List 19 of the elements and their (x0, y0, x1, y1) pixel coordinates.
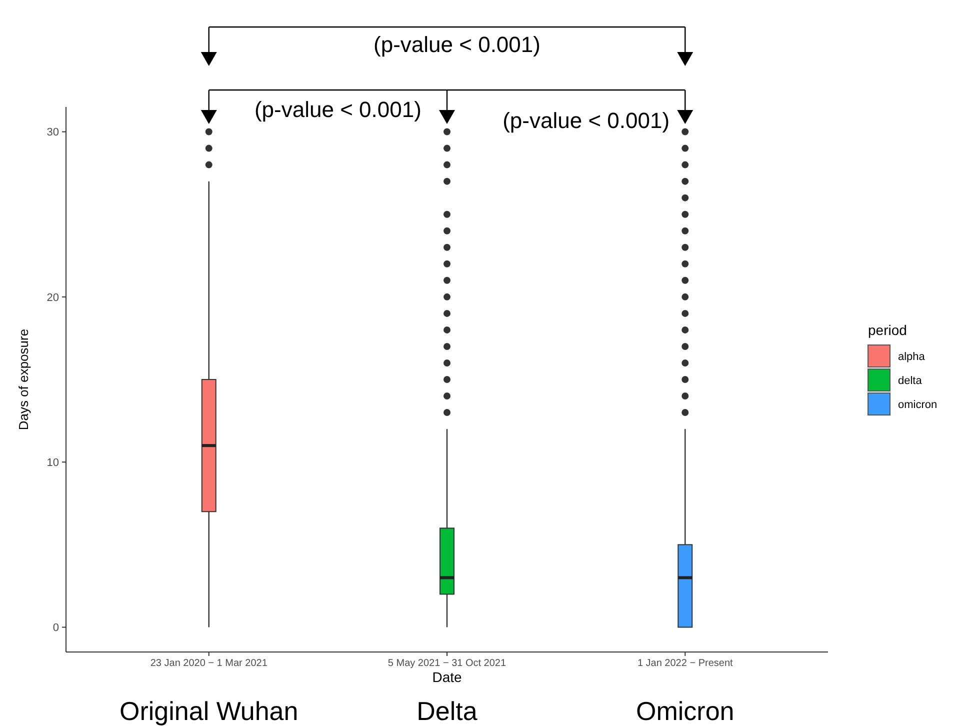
text: Delta (416, 696, 478, 726)
y-tick-label: 0 (52, 622, 59, 634)
legend-label: delta (898, 374, 923, 387)
text: Original Wuhan (120, 696, 298, 726)
y-tick-label: 20 (46, 292, 59, 304)
x-axis-title: Date (432, 669, 462, 685)
text: Omicron (636, 696, 734, 726)
legend-label: omicron (898, 398, 938, 411)
text: (p-value < 0.001) (374, 32, 540, 57)
y-tick-label: 10 (46, 456, 59, 469)
y-axis-title: Days of exposure (16, 328, 31, 430)
annotation: (p-value < 0.001) (254, 97, 422, 122)
legend-label: alpha (898, 350, 926, 363)
x-tick-label: 23 Jan 2020 − 1 Mar 2021 (150, 658, 268, 669)
legend-title: period (868, 322, 907, 338)
y-tick-label: 30 (46, 126, 59, 139)
annotation: (p-value < 0.001) (502, 108, 670, 133)
x-tick-label: 1 Jan 2022 − Present (637, 658, 734, 669)
x-tick-label: 5 May 2021 − 31 Oct 2021 (388, 658, 507, 669)
